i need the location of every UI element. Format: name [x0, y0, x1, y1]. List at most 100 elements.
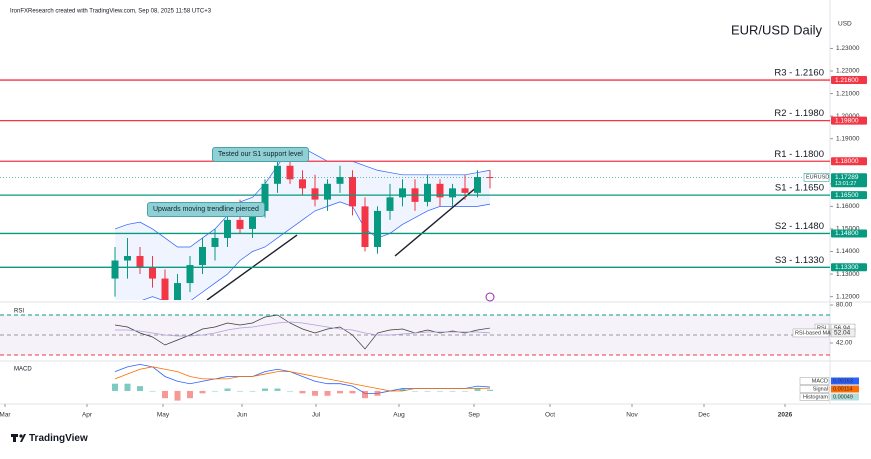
y-tick-label: 1.12000 [836, 293, 860, 300]
value-label: 52.04 [834, 330, 851, 337]
candle-body [111, 260, 119, 279]
histogram-bar [187, 390, 193, 399]
y-tick-label: 1.21000 [836, 90, 860, 97]
candle-body [136, 256, 144, 268]
level-label: 1.14800 [835, 230, 859, 237]
x-tick-label: Apr [82, 412, 93, 419]
histogram-bar [374, 390, 381, 396]
candle-body [386, 197, 394, 211]
x-tick-label: Dec [698, 412, 710, 419]
level-box [831, 263, 867, 272]
histogram-bar [299, 390, 306, 394]
histogram-bar [212, 390, 218, 392]
macd-line [114, 364, 491, 394]
candle-body [149, 267, 156, 279]
candle-body [399, 188, 406, 198]
value-tag [830, 328, 856, 338]
legend-name: RSI-based MA [795, 330, 831, 336]
histogram-bar [162, 390, 168, 399]
band-lower [142, 201, 491, 300]
x-tick-label: May [157, 412, 170, 419]
macd-line [114, 366, 491, 392]
value-label: 56.94 [834, 325, 851, 332]
countdown: 13:01:27 [835, 181, 856, 187]
y-tick-label: 42.00 [836, 340, 853, 347]
y-tick-label: 1.13000 [836, 271, 860, 278]
value-label: 0.00163 [833, 378, 853, 384]
legend-box [799, 385, 830, 393]
x-tick-label: Jul [312, 412, 321, 419]
x-tick-label: Sep [468, 412, 480, 419]
rsi-line [114, 314, 491, 350]
histogram-bar [424, 390, 431, 392]
candle-body [211, 237, 219, 247]
histogram-bar [449, 390, 456, 392]
credit: IronFXResearch created with TradingView.… [10, 9, 212, 15]
value-tag [831, 385, 859, 393]
level-box [831, 157, 867, 166]
annotation: Tested our S1 support level [212, 147, 309, 162]
value-box [792, 328, 830, 338]
level-box [831, 116, 867, 125]
histogram-bar [399, 388, 406, 391]
annotation: Upwards moving trendline pierced [147, 202, 265, 217]
candle-body [336, 177, 344, 184]
level-name: S1 - 1.1650 [775, 183, 824, 194]
histogram-bar [149, 390, 156, 392]
rsi-line [115, 321, 491, 337]
candle-body [361, 206, 369, 247]
candle-body [324, 183, 331, 200]
y-tick-label: 1.15000 [836, 226, 860, 233]
value-tag [831, 393, 859, 401]
trendline [394, 185, 479, 257]
candle-body [461, 188, 469, 193]
y-tick-label: 1.20000 [836, 113, 860, 120]
y-tick-label: 1.16000 [836, 203, 860, 210]
candle-body [286, 165, 294, 180]
histogram-bar [124, 383, 131, 391]
level-name: R2 - 1.1980 [774, 108, 824, 119]
histogram-bar [262, 388, 268, 391]
histogram-bar [437, 390, 443, 392]
histogram-bar [224, 388, 231, 391]
legend-box [799, 393, 830, 401]
candle-body [124, 256, 131, 261]
histogram-bar [487, 389, 493, 391]
level-label: 1.18000 [835, 158, 859, 165]
legend-name: MACD [812, 378, 828, 384]
y-tick-label: 1.14000 [836, 248, 860, 255]
y-tick-label: 1.19000 [836, 135, 860, 142]
level-name: S3 - 1.1330 [775, 255, 824, 266]
histogram-bar [249, 390, 256, 392]
x-tick-label: Mar [0, 412, 11, 419]
level-label: 1.16500 [835, 192, 859, 199]
value-label: 0.00049 [833, 394, 853, 400]
x-tick-label: 2026 [778, 412, 793, 419]
histogram-bar [474, 388, 481, 391]
level-name: S2 - 1.1480 [775, 221, 824, 232]
candle-body [311, 188, 319, 200]
histogram-bar [237, 390, 243, 392]
candle-body [249, 210, 256, 229]
y-tick-label: 1.23000 [836, 45, 860, 52]
level-label: 1.19800 [835, 117, 859, 124]
y-tick-label: 80.00 [836, 302, 853, 309]
histogram-bar [337, 390, 343, 394]
histogram-bar [287, 390, 293, 392]
histogram-bar [462, 390, 468, 392]
candle-body [161, 278, 169, 300]
legend-box [799, 377, 830, 385]
x-tick-label: Aug [393, 412, 405, 419]
candle-body [174, 283, 181, 300]
last-price-name: EURUSD [806, 175, 829, 181]
histogram-bar [199, 390, 206, 394]
legend-name: Histogram [803, 394, 828, 400]
histogram-bar [362, 390, 368, 399]
y-tick-label: 1.22000 [836, 68, 860, 75]
histogram-bar [324, 390, 331, 396]
candle-body [424, 183, 431, 202]
level-box [831, 191, 867, 200]
last-price-tag [831, 173, 867, 188]
